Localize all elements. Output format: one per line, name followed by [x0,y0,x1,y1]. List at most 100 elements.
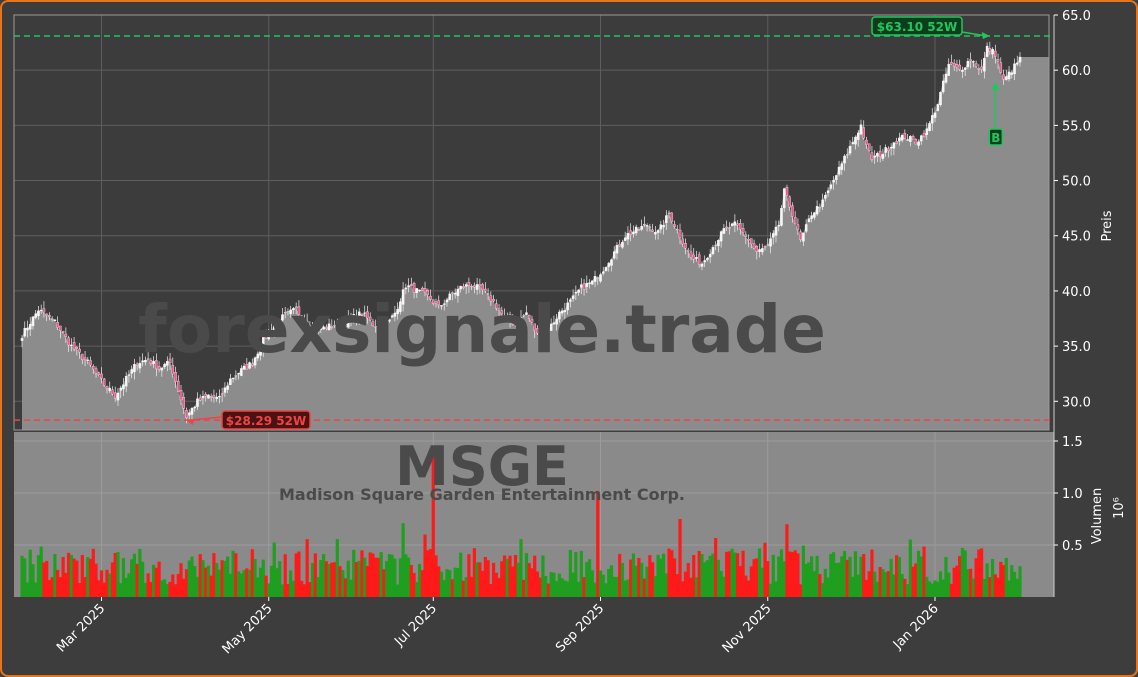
candle-body [771,233,775,238]
candle-body [399,301,402,312]
volume-bar [604,583,608,597]
candle-body [667,212,671,214]
volume-bar [760,567,764,597]
volume-bar [36,555,41,597]
high-52w-badge [871,16,963,36]
volume-bar [143,582,147,597]
y-axis-label: Preis [1100,210,1115,241]
volume-bar [557,573,561,597]
candle-body [333,325,336,327]
volume-bar [815,555,819,597]
volume-bar [396,584,400,597]
candle-body [28,324,32,330]
candle-body [119,387,122,391]
volume-bar [335,539,339,597]
volume-bar [903,578,907,597]
candle-body [922,133,926,138]
volume-bar [925,576,929,597]
candle-body [719,231,723,242]
volume-bar [272,542,276,597]
volume-bar [53,554,57,597]
candle-body [966,61,970,67]
candle-body [629,230,632,235]
volume-bar [242,570,246,597]
candle-body [294,306,298,309]
volume-bar [686,562,690,597]
volume-bar [719,570,723,597]
candle-body [355,316,358,320]
candle-body [179,390,183,401]
volume-bar [327,563,331,597]
volume-bar [642,578,646,597]
volume-bar [75,560,79,597]
volume-bar [231,550,235,597]
x-tick-label: Mar 2025 [54,601,108,655]
candle-body [555,318,558,325]
volume-bar [130,559,134,597]
candle-body [659,224,663,230]
candle-body [366,311,369,319]
volume-bar [856,574,860,597]
volume-bar [445,569,449,597]
volume-bar [289,570,293,597]
volume-bar [217,569,222,597]
candle-body [889,146,893,149]
candle-body [961,69,964,72]
candle-body [508,314,512,322]
volume-bar [28,549,32,597]
candle-body [996,59,1000,62]
volume-bar [34,582,38,597]
candle-body [843,155,846,164]
candle-body [264,336,268,339]
volume-bar [475,562,479,597]
volume-bar [165,583,169,597]
candle-body [388,319,391,322]
candle-body [637,229,641,231]
candle-body [856,132,860,140]
volume-bar [393,558,397,597]
volume-bar [609,565,614,597]
volume-tick-label: 1.5 [1062,435,1083,450]
candle-body [558,311,561,320]
candle-body [410,284,413,286]
volume-bar [661,553,666,597]
volume-bar [470,576,474,597]
candle-body [133,364,136,373]
volume-bar [999,561,1003,597]
volume-bar [119,583,123,597]
candle-body [991,48,994,55]
volume-bar [332,562,337,597]
volume-bar [316,577,320,597]
candle-body [363,312,366,314]
volume-bar [72,558,76,597]
candle-body [974,63,978,67]
volume-bar [672,558,677,597]
candle-body [182,397,186,409]
candle-body [327,323,331,331]
candle-body [349,317,353,320]
volume-bar [261,559,265,597]
volume-bar [247,569,252,597]
x-tick-label: Sep 2025 [553,601,607,655]
volume-bar [990,559,995,597]
volume-bar [88,558,93,597]
volume-bar [801,545,806,597]
volume-bar [735,553,740,597]
volume-bar [755,558,759,597]
volume-bar [360,550,364,597]
volume-bar [1007,580,1011,597]
volume-bar [1015,578,1019,597]
volume-bar [275,568,279,597]
candle-body [357,311,361,320]
candle-body [390,315,394,318]
volume-bar [958,555,962,597]
candle-body [730,223,734,226]
watermark-text: forexsignale.trade [138,291,826,368]
volume-bar [173,584,178,597]
volume-bar [502,555,507,597]
volume-bar [875,581,880,597]
volume-bar [777,556,781,597]
volume-bar [1004,557,1008,597]
volume-bar [552,572,556,597]
volume-bar [574,552,578,597]
